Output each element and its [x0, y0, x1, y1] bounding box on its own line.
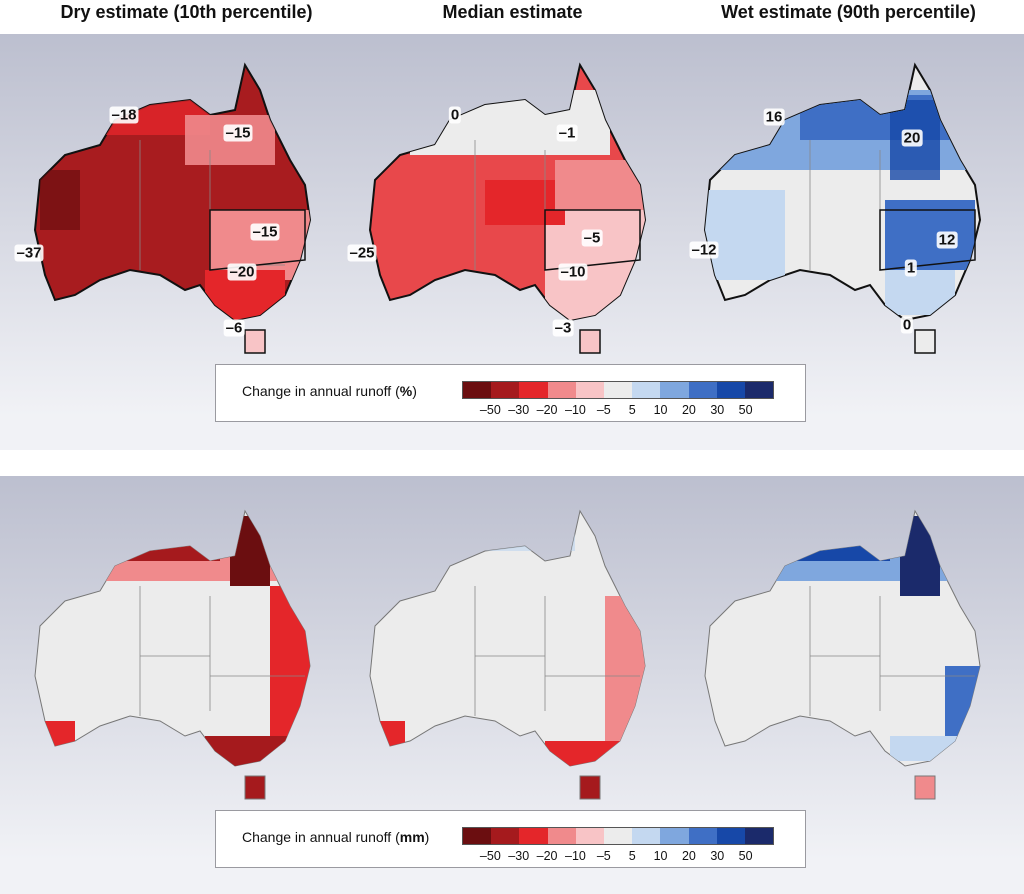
- legend-percent: Change in annual runoff (%) –50 –30 –20 –10…: [215, 364, 806, 422]
- map-median-mm: [355, 506, 655, 806]
- legend-title-suffix-mm: ): [424, 829, 430, 845]
- legend-tick-label: 50: [738, 849, 753, 863]
- legend-unit-mm: mm: [399, 829, 425, 845]
- wet-label-east: 12: [936, 231, 958, 249]
- wet-label-north-east: 20: [901, 129, 923, 147]
- legend-swatch: [575, 382, 604, 398]
- title-dry: Dry estimate (10th percentile): [60, 2, 313, 22]
- legend-swatch: [632, 382, 661, 398]
- dry-label-south-east: –20: [227, 263, 257, 281]
- dry-label-north-west: –18: [109, 106, 139, 124]
- map-dry-percent: –18 –15 –15 –20 –37 –6: [14, 60, 320, 360]
- legend-tick-label: –5: [596, 403, 611, 417]
- legend-title-percent: Change in annual runoff (%): [242, 383, 417, 399]
- legend-swatch: [603, 382, 633, 398]
- legend-swatch: [660, 828, 689, 844]
- legend-swatch: [744, 828, 774, 844]
- wet-label-south-east: 1: [904, 259, 918, 277]
- legend-swatch: [519, 828, 548, 844]
- legend-ticks-mm: –50 –30 –20 –10 –5 5 10 20 30 50: [462, 849, 774, 865]
- legend-tick-label: –10: [565, 403, 586, 417]
- legend-swatch: [491, 382, 520, 398]
- australia-map-wet: [703, 62, 982, 354]
- legend-tick-label: –30: [508, 403, 530, 417]
- wet-label-north-west: 16: [763, 108, 785, 126]
- dry-label-north-east: –15: [223, 124, 253, 142]
- legend-swatch: [575, 828, 604, 844]
- legend-tick-label: –30: [508, 849, 530, 863]
- legend-tick-label: 5: [628, 403, 636, 417]
- legend-tick-label: –5: [596, 849, 611, 863]
- dry-label-east: –15: [250, 223, 280, 241]
- australia-map-median-mm: [369, 509, 646, 800]
- legend-swatch: [547, 828, 576, 844]
- legend-color-scale: [462, 381, 774, 399]
- title-median: Median estimate: [442, 2, 583, 22]
- dry-label-south-west: –37: [14, 244, 44, 262]
- legend-swatch: [463, 382, 492, 398]
- legend-swatch: [603, 828, 633, 844]
- median-label-north-east: –1: [556, 124, 578, 142]
- legend-tick-label: 30: [710, 849, 725, 863]
- legend-swatch: [716, 382, 745, 398]
- legend-title-prefix-mm: Change in annual runoff (: [242, 829, 400, 845]
- legend-swatch: [688, 382, 717, 398]
- legend-ticks: –50 –30 –20 –10 –5 5 10 20 30 50: [462, 403, 774, 419]
- median-label-east: –5: [581, 229, 603, 247]
- median-label-south-west: –25: [347, 244, 377, 262]
- legend-tick-label: –10: [565, 849, 586, 863]
- median-label-north-west: 0: [448, 106, 462, 124]
- legend-tick-label: 10: [653, 849, 668, 863]
- legend-tick-label: 20: [681, 849, 696, 863]
- mm-change-panel: Change in annual runoff (mm) –50 –30 –20 –1…: [0, 476, 1024, 894]
- wet-label-tasmania: 0: [900, 316, 914, 334]
- legend-swatch: [491, 828, 520, 844]
- legend-tick-label: –20: [536, 849, 558, 863]
- legend-swatch: [744, 382, 774, 398]
- legend-tick-label: 20: [681, 403, 696, 417]
- legend-title-mm: Change in annual runoff (mm): [242, 829, 429, 845]
- australia-map-dry-mm: [34, 509, 311, 800]
- legend-tick-label: 10: [653, 403, 668, 417]
- legend-tick-label: 30: [710, 403, 725, 417]
- legend-swatch: [463, 828, 492, 844]
- legend-tick-label: 50: [738, 403, 753, 417]
- map-median-percent: 0 –1 –5 –10 –25 –3: [347, 60, 655, 360]
- australia-map-dry: [33, 62, 312, 354]
- legend-tick-label: –20: [536, 403, 558, 417]
- dry-label-tasmania: –6: [223, 319, 245, 337]
- legend-title-suffix: ): [412, 383, 417, 399]
- legend-swatch: [632, 828, 661, 844]
- legend-tick-label: 5: [628, 849, 636, 863]
- median-label-tasmania: –3: [552, 319, 574, 337]
- legend-unit-percent: %: [399, 383, 413, 399]
- title-wet: Wet estimate (90th percentile): [721, 2, 976, 22]
- legend-tick-label: –50: [479, 849, 501, 863]
- map-wet-percent: 16 20 12 1 –12 0: [689, 60, 990, 360]
- wet-label-south-west: –12: [689, 241, 719, 259]
- legend-mm: Change in annual runoff (mm) –50 –30 –20 –1…: [215, 810, 806, 868]
- map-wet-mm: [690, 506, 990, 806]
- legend-swatch: [716, 828, 745, 844]
- legend-title-prefix: Change in annual runoff (: [242, 383, 400, 399]
- legend-swatch: [547, 382, 576, 398]
- percent-change-panel: –18 –15 –15 –20 –37 –6 0 –1 –5 –10 –25: [0, 34, 1024, 450]
- median-label-south-east: –10: [558, 263, 588, 281]
- legend-swatch: [519, 382, 548, 398]
- legend-swatch: [660, 382, 689, 398]
- australia-map-wet-mm: [704, 509, 981, 800]
- legend-color-scale-mm: [462, 827, 774, 845]
- australia-map-median: [368, 62, 647, 354]
- map-dry-mm: [20, 506, 320, 806]
- legend-tick-label: –50: [479, 403, 501, 417]
- legend-swatch: [688, 828, 717, 844]
